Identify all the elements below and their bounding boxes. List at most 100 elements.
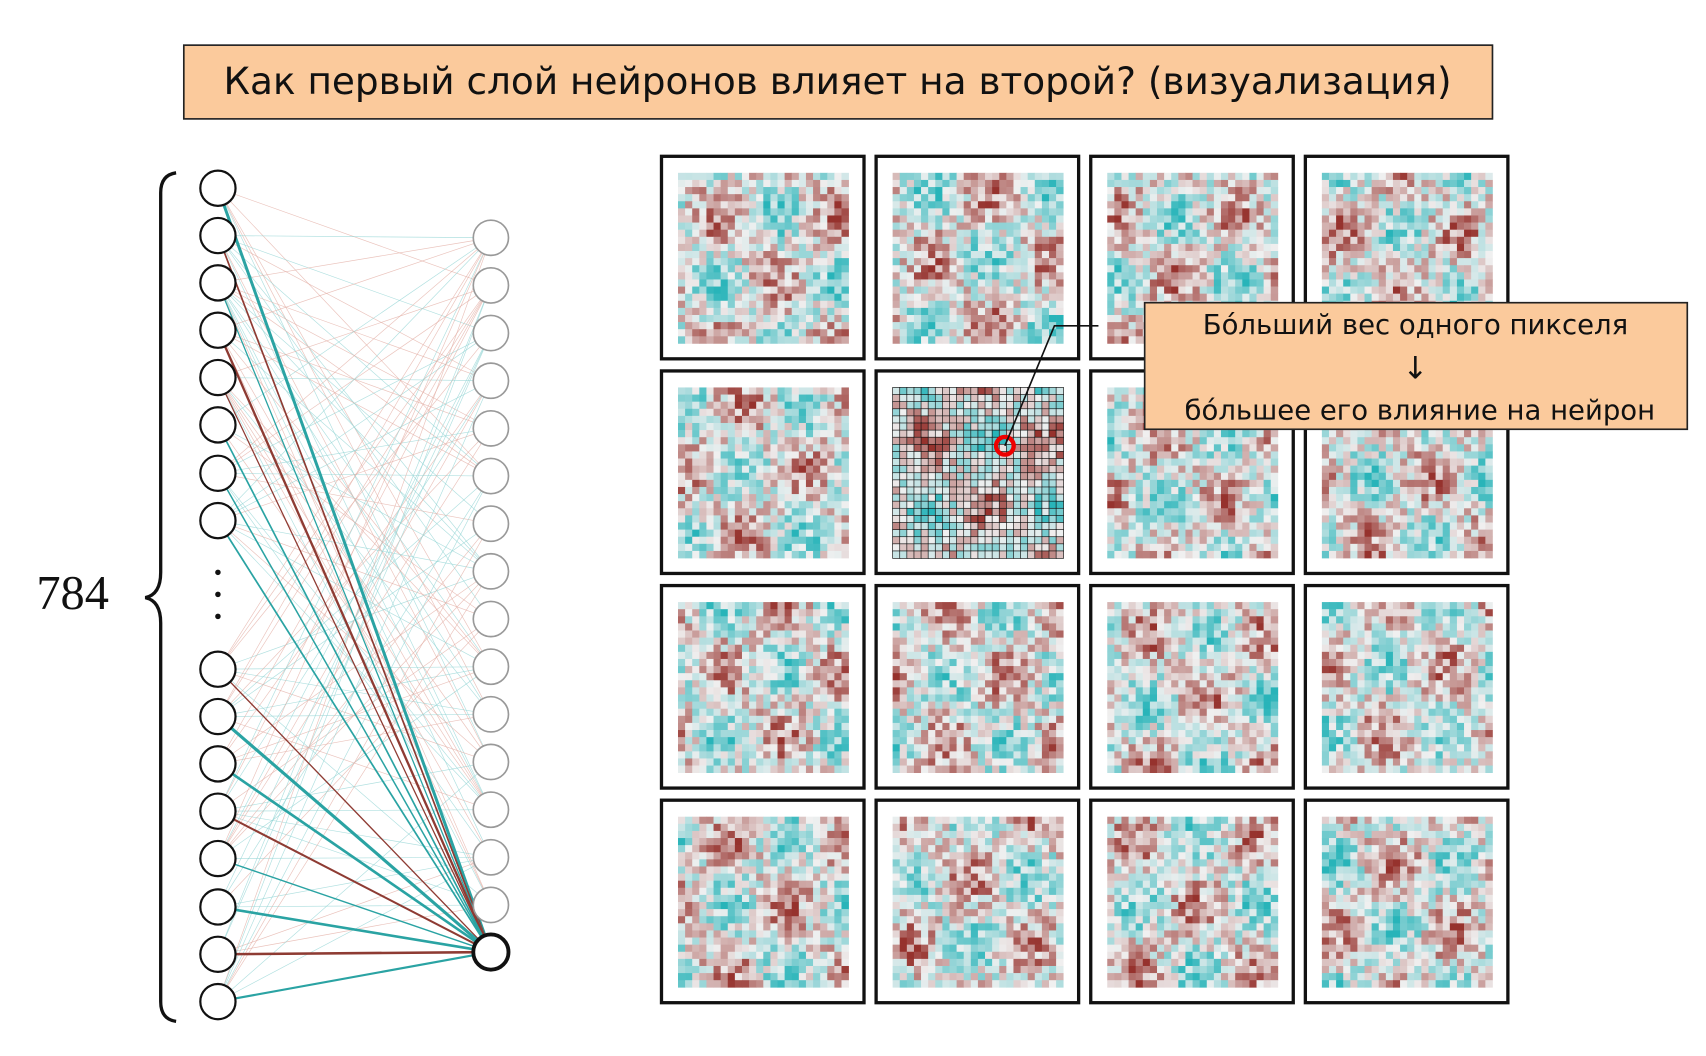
pixel xyxy=(1192,501,1200,509)
pixel xyxy=(713,602,721,610)
pixel xyxy=(899,536,908,545)
pixel xyxy=(1206,243,1215,252)
pixel xyxy=(1171,272,1179,280)
pixel xyxy=(720,644,729,653)
pixel xyxy=(1371,251,1380,259)
pixel xyxy=(977,314,986,323)
pixel xyxy=(1020,493,1029,502)
pixel xyxy=(984,515,993,524)
pixel xyxy=(692,522,700,530)
pixel xyxy=(1178,458,1186,466)
pixel xyxy=(1270,437,1279,445)
pixel xyxy=(998,415,1008,424)
pixel xyxy=(1149,265,1158,273)
pixel xyxy=(1485,172,1493,181)
pixel xyxy=(1034,187,1043,195)
pixel xyxy=(727,293,736,302)
pixel xyxy=(727,515,736,523)
input-neuron xyxy=(199,935,237,973)
pixel xyxy=(1206,472,1215,481)
pixel xyxy=(899,293,908,302)
pixel xyxy=(813,644,821,653)
pixel xyxy=(834,401,842,410)
pixel xyxy=(1142,515,1151,523)
pixel xyxy=(991,472,1000,481)
pixel xyxy=(1056,329,1064,337)
pixel xyxy=(1421,258,1429,266)
pixel xyxy=(949,479,958,488)
pixel xyxy=(1336,222,1344,231)
pixel xyxy=(798,272,807,280)
pixel xyxy=(977,443,986,453)
pixel xyxy=(1350,194,1358,202)
pixel xyxy=(827,179,835,188)
pixel xyxy=(820,187,828,195)
pixel xyxy=(1027,293,1036,302)
input-neuron xyxy=(199,650,237,688)
pixel xyxy=(1142,258,1151,266)
pixel xyxy=(1213,458,1222,466)
pixel xyxy=(949,507,958,517)
pixel xyxy=(677,336,686,344)
input-neuron xyxy=(199,406,237,444)
pixel xyxy=(1199,279,1208,287)
pixel xyxy=(1020,550,1029,559)
pixel xyxy=(791,187,800,195)
pixel xyxy=(1385,508,1394,516)
pixel xyxy=(1471,444,1479,452)
pixel xyxy=(970,272,979,280)
pixel xyxy=(1392,451,1401,459)
pixel xyxy=(1192,272,1200,280)
pixel xyxy=(1378,465,1387,474)
pixel xyxy=(763,258,771,266)
pixel xyxy=(784,208,793,216)
pixel xyxy=(1149,515,1158,523)
pixel xyxy=(827,644,835,653)
pixel xyxy=(741,187,750,195)
pixel xyxy=(1107,550,1115,559)
pixel xyxy=(741,300,750,309)
pixel xyxy=(970,187,979,195)
pixel xyxy=(1263,494,1272,502)
pixel xyxy=(1199,486,1208,495)
pixel xyxy=(984,458,993,467)
pixel xyxy=(791,616,800,624)
pixel xyxy=(1206,272,1215,280)
pixel xyxy=(1055,472,1064,481)
pixel xyxy=(1135,222,1144,231)
pixel xyxy=(963,187,972,195)
pixel xyxy=(1242,479,1250,488)
pixel xyxy=(741,307,750,316)
pixel xyxy=(1171,243,1179,252)
pixel xyxy=(756,616,764,624)
pixel xyxy=(727,286,736,294)
pixel xyxy=(1114,187,1122,195)
pixel xyxy=(1049,336,1057,344)
pixel xyxy=(805,222,814,231)
pixel xyxy=(1027,550,1036,559)
pixel xyxy=(1428,179,1436,188)
connection xyxy=(217,235,491,239)
pixel xyxy=(1013,493,1022,502)
pixel xyxy=(1400,458,1408,466)
pixel xyxy=(706,486,714,495)
pixel xyxy=(1414,501,1422,509)
pixel xyxy=(956,208,965,216)
pixel xyxy=(677,651,686,660)
pixel xyxy=(1157,536,1165,545)
pixel xyxy=(1041,493,1050,502)
pixel xyxy=(892,408,901,417)
pixel xyxy=(685,172,693,181)
pixel xyxy=(1049,279,1057,287)
pixel xyxy=(841,458,849,466)
pixel xyxy=(1199,515,1208,523)
pixel xyxy=(1206,522,1215,530)
pixel xyxy=(942,536,951,545)
pixel xyxy=(1328,536,1337,545)
pixel xyxy=(734,258,743,266)
pixel xyxy=(720,279,729,287)
pixel xyxy=(734,279,743,287)
pixel xyxy=(1228,265,1236,273)
pixel xyxy=(1192,172,1200,181)
pixel xyxy=(1006,458,1015,467)
